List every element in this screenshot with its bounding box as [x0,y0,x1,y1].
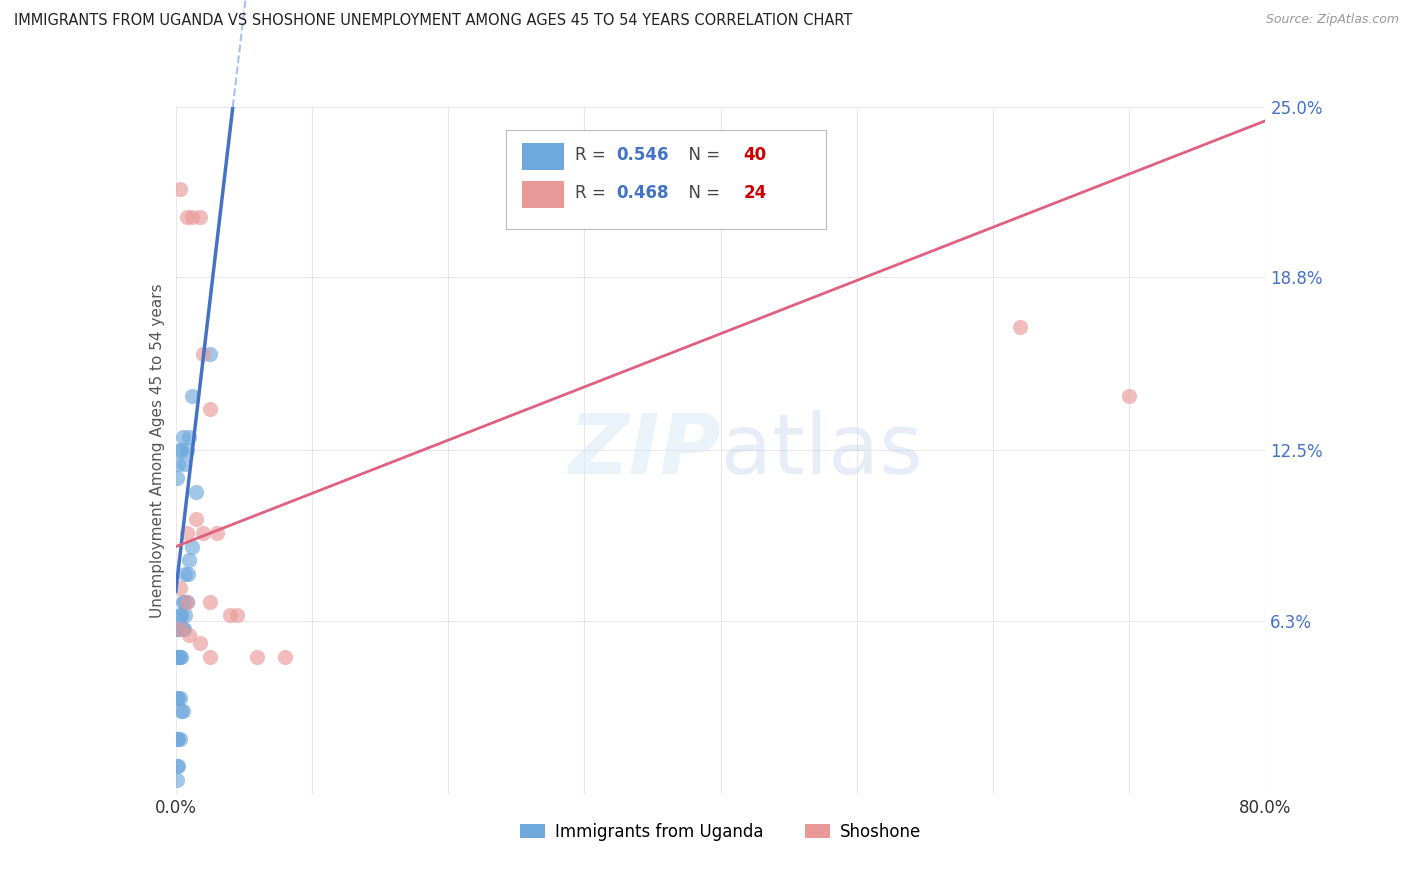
Point [177,567,200,582]
Point [198,594,221,608]
Point [172,622,194,636]
Text: 0.468: 0.468 [616,184,668,202]
Point [191,525,214,540]
Point [172,430,194,444]
Point [166,773,188,788]
Point [205,525,228,540]
Point [170,705,193,719]
Point [188,636,211,650]
Point [226,608,249,623]
Point [172,705,194,719]
Text: N =: N = [678,146,725,164]
Point [1118,388,1140,402]
Point [167,457,190,471]
Point [1010,319,1032,334]
Point [166,622,188,636]
Text: R =: R = [575,184,610,202]
Point [169,608,191,623]
Point [176,525,198,540]
Point [169,182,191,196]
Point [176,594,198,608]
Point [169,622,191,636]
Point [172,594,194,608]
Point [179,627,201,641]
Point [179,430,201,444]
Text: IMMIGRANTS FROM UGANDA VS SHOSHONE UNEMPLOYMENT AMONG AGES 45 TO 54 YEARS CORREL: IMMIGRANTS FROM UGANDA VS SHOSHONE UNEMP… [14,13,852,29]
Point [167,759,190,773]
Point [166,471,188,485]
FancyBboxPatch shape [506,129,827,228]
Point [188,210,211,224]
Point [198,402,221,417]
Point [169,649,191,664]
Point [167,649,190,664]
Text: Source: ZipAtlas.com: Source: ZipAtlas.com [1265,13,1399,27]
Y-axis label: Unemployment Among Ages 45 to 54 years: Unemployment Among Ages 45 to 54 years [149,283,165,618]
Point [176,210,198,224]
Point [174,608,197,623]
Point [198,649,221,664]
Point [169,731,191,746]
Text: 40: 40 [744,146,766,164]
Point [181,540,204,554]
Point [170,443,193,458]
Point [166,731,188,746]
Text: N =: N = [678,184,725,202]
Point [173,457,195,471]
Point [186,484,208,499]
Point [174,567,197,582]
Point [191,347,214,361]
Point [173,622,195,636]
Point [173,594,195,608]
Legend: Immigrants from Uganda, Shoshone: Immigrants from Uganda, Shoshone [513,816,928,847]
Point [186,512,208,526]
Point [219,608,242,623]
Point [176,443,198,458]
Point [170,608,193,623]
Point [176,594,198,608]
Text: R =: R = [575,146,610,164]
Text: 24: 24 [744,184,766,202]
Point [179,553,201,567]
Point [169,581,191,595]
Point [166,649,188,664]
Bar [522,180,564,208]
Point [167,690,190,705]
Point [167,622,190,636]
Point [181,388,204,402]
Point [167,731,190,746]
Point [169,443,191,458]
Point [170,649,193,664]
Point [166,759,188,773]
Text: atlas: atlas [721,410,922,491]
Point [166,690,188,705]
Text: ZIP: ZIP [568,410,721,491]
Point [181,210,204,224]
Point [246,649,269,664]
Point [198,347,221,361]
Point [274,649,297,664]
Text: 0.546: 0.546 [616,146,668,164]
Point [668,210,690,224]
Bar [522,143,564,170]
Point [169,690,191,705]
